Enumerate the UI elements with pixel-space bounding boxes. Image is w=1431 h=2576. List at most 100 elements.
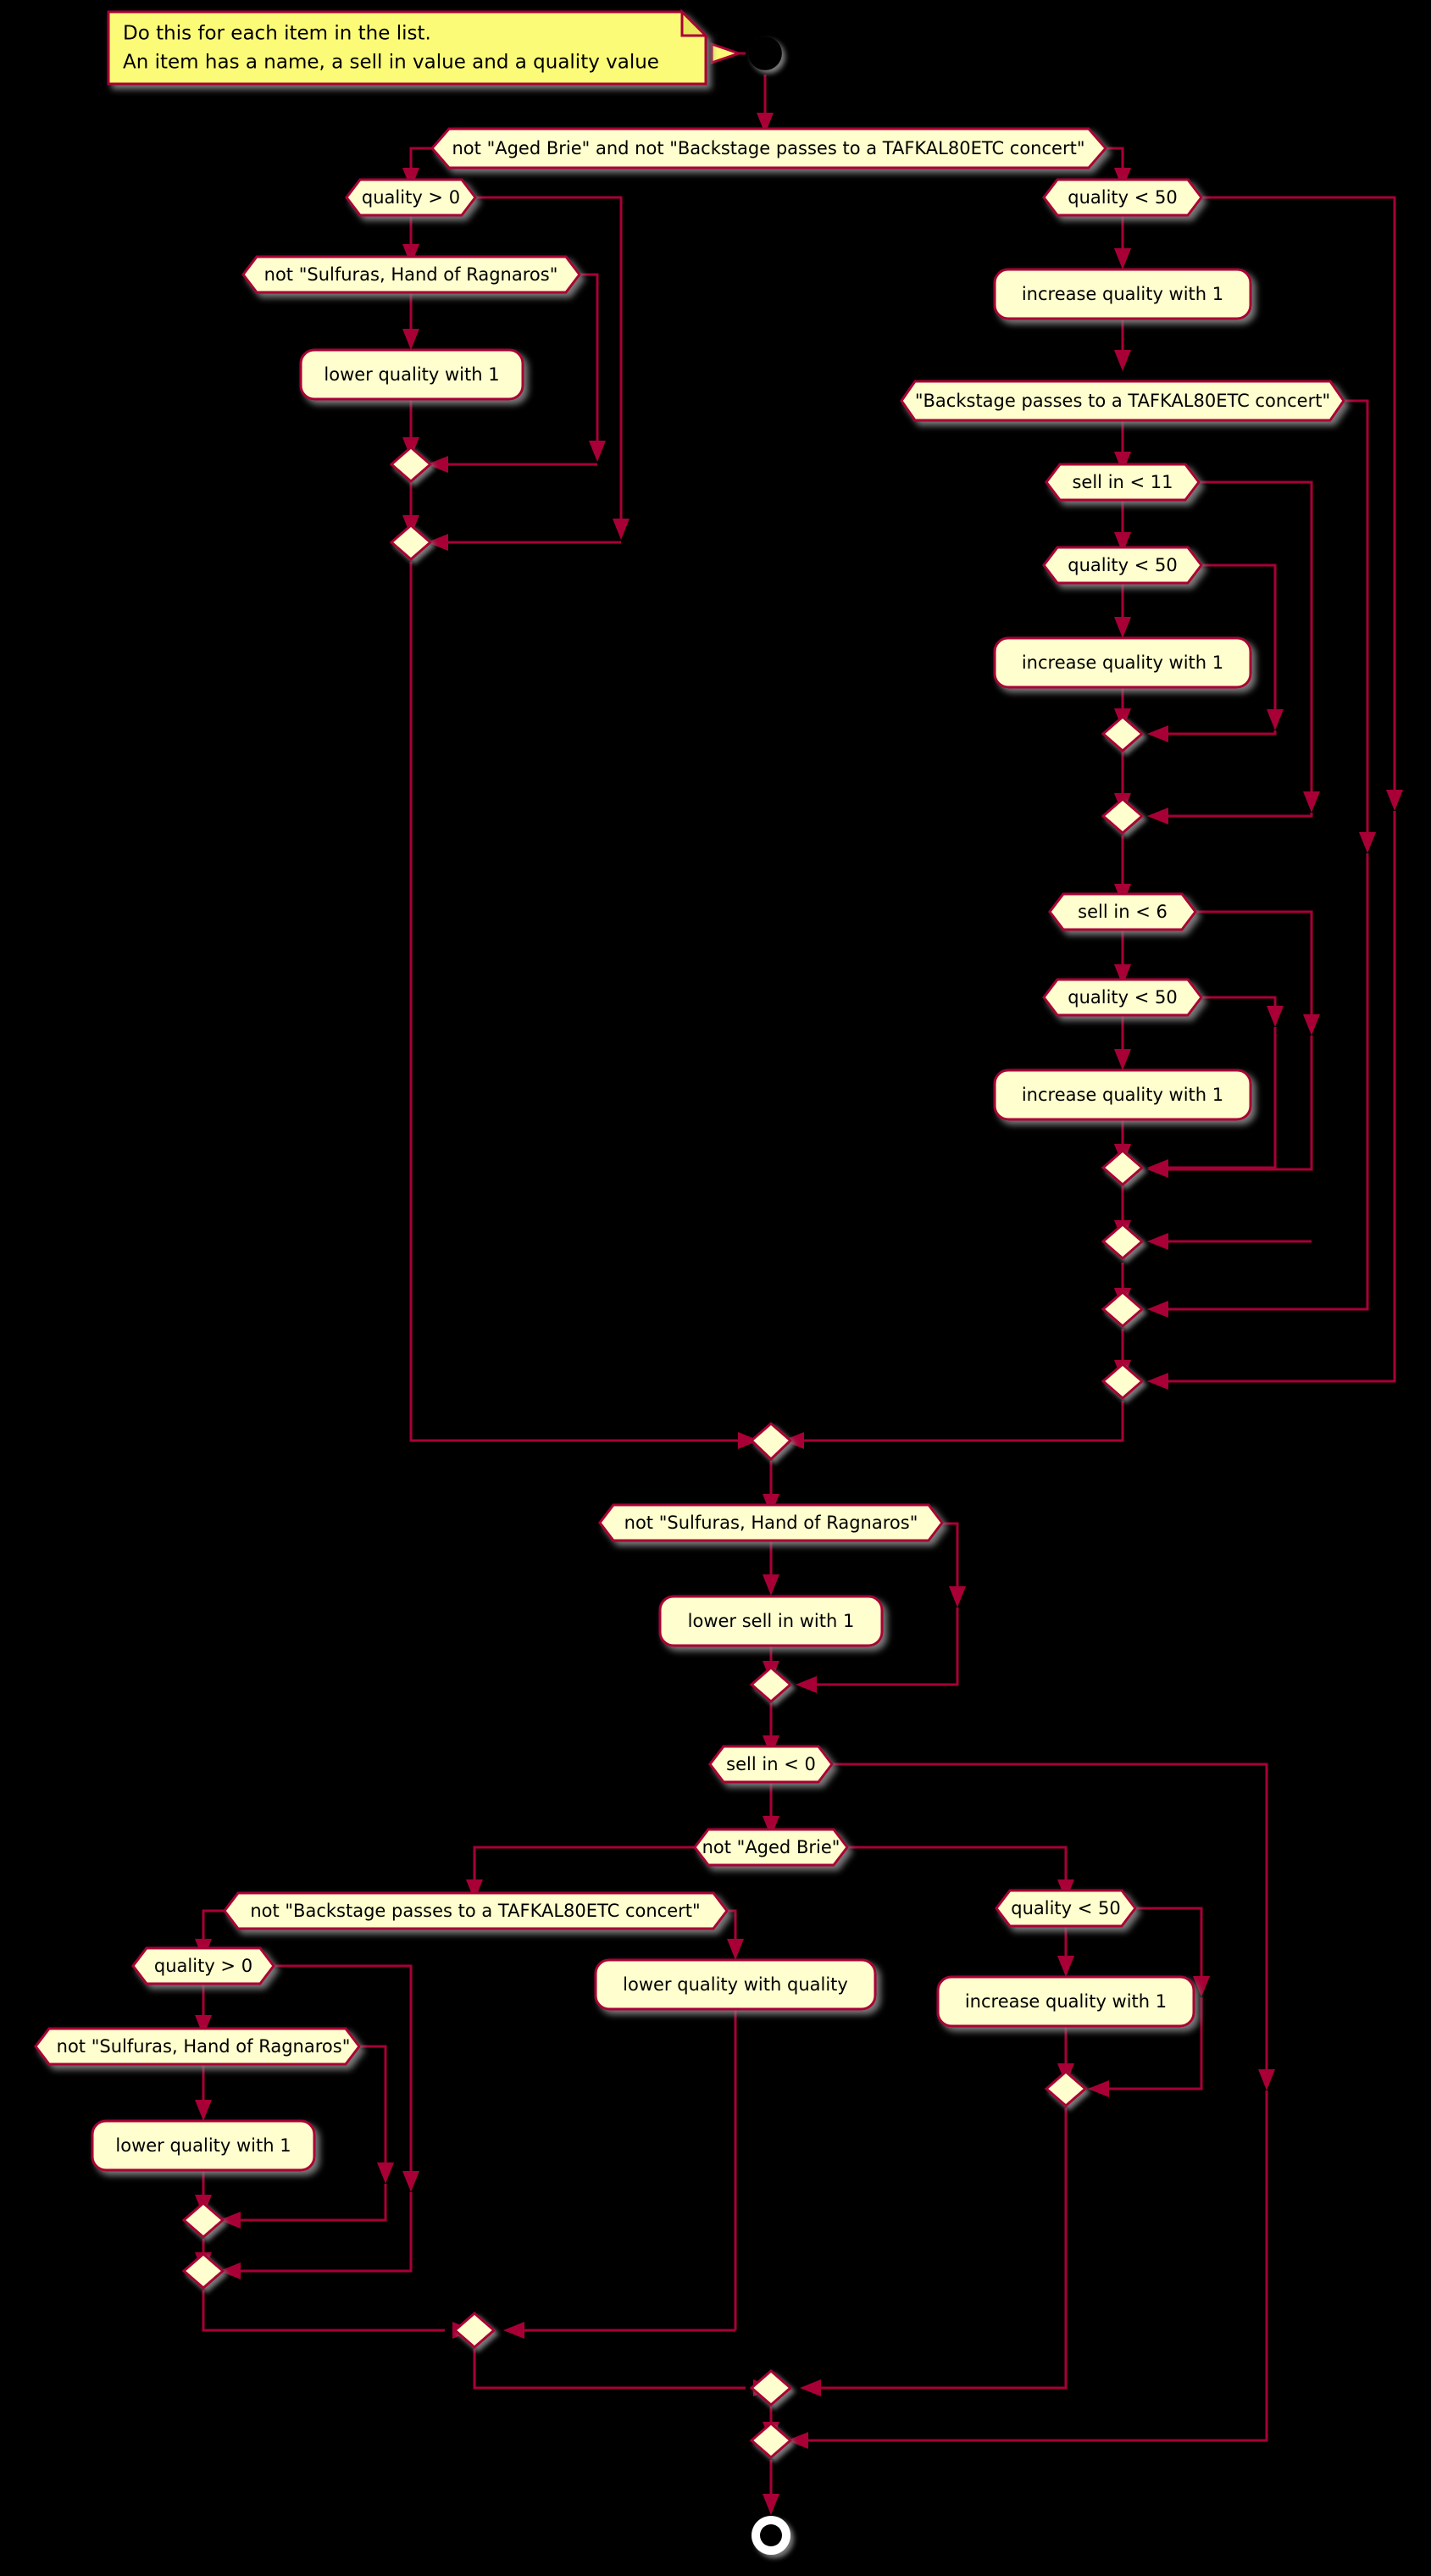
- decision-quality-lt-50-b: [1042, 546, 1203, 585]
- decision-quality-lt-50-b-label: quality < 50: [1068, 555, 1178, 575]
- note-do-this-for-each-item: [107, 8, 709, 86]
- decision-not-aged-brie-and-not-backstage: [430, 127, 1107, 169]
- edge-s11-no: [1199, 480, 1313, 798]
- arrow-m15-end: [763, 2494, 779, 2515]
- arrow-q0ano-m2: [427, 534, 448, 551]
- edge-s0-no-2: [801, 2090, 1268, 2442]
- arrow-backstage-no: [1359, 832, 1376, 853]
- arrow-s0-no-2: [787, 2432, 808, 2449]
- decision-not-backstage-b: [223, 1891, 729, 1930]
- arrow-m8-central: [783, 1432, 804, 1449]
- merge-node-right-7: [1101, 1291, 1145, 1328]
- edge-s0-no: [832, 1763, 1268, 2076]
- arrow-sulfc-no: [377, 2162, 394, 2184]
- edge-layer: [195, 42, 1403, 2515]
- edge-q0b-no: [274, 1964, 413, 2178]
- arrow-q50c-yes: [1114, 1049, 1131, 1070]
- merge-node-bottom-13: [749, 2369, 793, 2407]
- arrow-nbb-right: [727, 1939, 744, 1960]
- note-pointer-arrow: [710, 42, 743, 65]
- arrow-q50a-no-2: [1147, 1373, 1168, 1390]
- end-node: [752, 2516, 790, 2555]
- edge-q50a-no-2: [1161, 811, 1396, 1383]
- edge-sulfc-no-2: [233, 2184, 387, 2222]
- merge-node-right-3: [1101, 715, 1145, 752]
- merge-node-right-4: [1101, 797, 1145, 835]
- activity-lower-sell-in-with-1: [658, 1595, 884, 1647]
- arrow-q50a-yes: [1114, 248, 1131, 269]
- arrow-s6-yes: [1114, 964, 1131, 985]
- decision-not-sulfuras-c: [34, 2027, 361, 2066]
- decision-quality-lt-50-c: [1042, 978, 1203, 1017]
- arrow-s0-yes: [763, 1816, 779, 1837]
- arrow-q50b-yes: [1114, 617, 1131, 638]
- merge-node-right-6: [1101, 1223, 1145, 1260]
- decision-sell-in-lt-6-label: sell in < 6: [1078, 902, 1168, 922]
- edge-m12-m13: [473, 2349, 746, 2390]
- decision-quality-gt-0-a-label: quality > 0: [362, 187, 460, 208]
- edge-nab-left: [473, 1846, 695, 1890]
- arrow-q50b-no-2: [1147, 725, 1168, 742]
- decision-not-sulfuras-a-label: not "Sulfuras, Hand of Ragnaros": [264, 264, 558, 285]
- arrow-q0b-yes: [195, 2015, 212, 2036]
- arrow-s6no-m6: [1147, 1233, 1168, 1250]
- arrow-sulfb-yes: [763, 1574, 779, 1596]
- arrow-sulfb-no-2: [796, 1676, 817, 1693]
- edge-nbb-right: [727, 1909, 737, 1949]
- arrow-sulfa-no: [589, 441, 606, 462]
- merge-node-bottom-15: [749, 2422, 793, 2459]
- arrow-backstage-yes: [1114, 452, 1131, 473]
- activity-increase-quality-with-1-d: [936, 1975, 1195, 2028]
- edge-q50d-no: [1135, 1907, 1203, 1983]
- activity-lower-sell-in-with-1-label: lower sell in with 1: [688, 1611, 855, 1631]
- arrow-q50d-no-2: [1088, 2080, 1109, 2097]
- edge-m14-m13: [813, 2108, 1068, 2390]
- merge-node-bottom-10: [181, 2201, 225, 2239]
- arrow-q0b-no: [402, 2171, 419, 2192]
- decision-not-aged-brie-label: not "Aged Brie": [702, 1837, 840, 1857]
- edge-backstage-no-2: [1161, 853, 1369, 1311]
- activity-increase-quality-with-1-b-label: increase quality with 1: [1022, 652, 1223, 673]
- decision-quality-gt-0-a: [345, 178, 477, 217]
- decision-not-backstage-b-label: not "Backstage passes to a TAFKAL80ETC c…: [250, 1901, 700, 1921]
- edge-s6-no: [1195, 910, 1313, 1021]
- merge-node-right-5: [1101, 1149, 1145, 1186]
- arrow-sulfb-no: [949, 1586, 966, 1607]
- decision-not-sulfuras-c-label: not "Sulfuras, Hand of Ragnaros": [57, 2036, 351, 2057]
- arrow-q50c-no: [1267, 1006, 1284, 1027]
- arrow-q0a-sulfa: [402, 244, 419, 265]
- activity-increase-quality-with-1-d-label: increase quality with 1: [965, 1991, 1167, 2012]
- decision-not-sulfuras-b: [598, 1503, 944, 1542]
- edge-q50d-no-2: [1101, 1997, 1203, 2090]
- decision-quality-lt-50-d-label: quality < 50: [1011, 1898, 1121, 1918]
- arrow-sulfc-no-2: [219, 2212, 241, 2229]
- arrow-q50d-no: [1193, 1976, 1210, 1997]
- node-layer: Do this for each item in the list. An it…: [34, 8, 1345, 2555]
- decision-not-sulfuras-b-label: not "Sulfuras, Hand of Ragnaros": [624, 1513, 918, 1533]
- edge-s11-no-2: [1161, 813, 1313, 818]
- activity-lower-quality-with-quality-label: lower quality with quality: [623, 1974, 848, 1995]
- decision-quality-gt-0-b-label: quality > 0: [154, 1956, 252, 1976]
- arrow-sulfa-lq: [402, 329, 419, 350]
- decision-sell-in-lt-0: [708, 1745, 834, 1784]
- merge-node-bottom-12: [452, 2312, 496, 2349]
- decision-quality-gt-0-b: [131, 1946, 275, 1985]
- edge-q0b-no-2: [233, 2192, 413, 2273]
- decision-sell-in-lt-0-label: sell in < 0: [726, 1754, 816, 1774]
- activity-lower-quality-with-1-b: [91, 2119, 316, 2172]
- activity-lower-quality-with-1-a-label: lower quality with 1: [324, 364, 499, 385]
- activity-lower-quality-with-1-b-label: lower quality with 1: [115, 2135, 291, 2156]
- merge-node-bottom-11: [181, 2252, 225, 2290]
- arrow-s6-no: [1303, 1014, 1320, 1035]
- edge-s6-no-2: [1161, 1035, 1313, 1171]
- activity-increase-quality-with-1-b: [993, 636, 1252, 689]
- arrow-sulfano-m1: [427, 456, 448, 473]
- note-line-2: An item has a name, a sell in value and …: [123, 52, 659, 74]
- arrow-backstage-no-2: [1147, 1301, 1168, 1318]
- decision-sell-in-lt-11: [1045, 463, 1201, 502]
- edge-q50b-no: [1201, 564, 1277, 716]
- decision-backstage-passes: [900, 380, 1345, 422]
- edge-m2-to-central: [409, 562, 746, 1442]
